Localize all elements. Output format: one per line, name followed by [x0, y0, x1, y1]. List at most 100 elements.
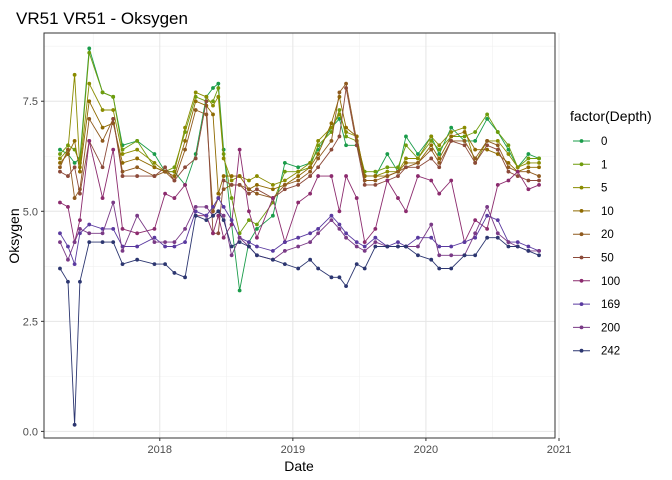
data-point	[282, 182, 287, 187]
data-point	[152, 174, 157, 178]
data-point	[495, 138, 500, 143]
data-point	[437, 147, 442, 152]
data-point	[396, 244, 400, 249]
data-point	[237, 231, 242, 236]
data-point	[344, 81, 348, 86]
data-point	[329, 125, 334, 130]
data-point	[229, 174, 234, 178]
data-point	[337, 222, 342, 227]
data-point	[506, 169, 511, 174]
data-point	[329, 174, 334, 178]
series-line	[59, 202, 539, 261]
data-point	[396, 169, 400, 174]
data-point	[316, 152, 321, 156]
data-point	[135, 213, 140, 218]
data-point	[221, 174, 226, 178]
data-point	[221, 213, 226, 218]
data-point	[416, 235, 420, 240]
data-point	[78, 169, 82, 174]
data-point	[344, 143, 348, 148]
data-point	[229, 178, 234, 183]
data-point	[221, 156, 226, 161]
data-point	[72, 72, 77, 77]
data-point	[216, 209, 221, 214]
data-point	[247, 209, 251, 214]
data-point	[344, 284, 348, 289]
data-point	[255, 191, 259, 196]
series-line	[59, 197, 540, 265]
data-point	[462, 130, 467, 134]
data-point	[329, 213, 334, 218]
data-point	[344, 235, 348, 240]
data-point	[87, 138, 92, 143]
data-point	[329, 121, 334, 126]
data-point	[429, 143, 434, 148]
data-point	[193, 204, 198, 209]
data-point	[66, 279, 70, 284]
data-point	[111, 147, 116, 152]
y-axis-title: Oksygen	[6, 208, 22, 263]
data-point	[506, 152, 511, 156]
legend-key-point	[579, 209, 584, 213]
data-point	[495, 143, 500, 148]
data-point	[396, 165, 400, 170]
data-point	[385, 169, 390, 174]
data-point	[58, 165, 62, 170]
data-point	[416, 165, 420, 170]
data-point	[526, 156, 531, 161]
data-point	[537, 249, 541, 253]
data-point	[111, 108, 116, 112]
data-point	[135, 231, 140, 236]
data-point	[462, 125, 467, 130]
data-point	[308, 231, 313, 236]
data-point	[329, 218, 334, 222]
data-point	[473, 160, 478, 165]
data-point	[362, 244, 367, 249]
data-point	[429, 134, 434, 139]
legend-title: factor(Depth)	[570, 108, 652, 124]
data-point	[152, 165, 157, 170]
data-point	[495, 218, 500, 222]
data-point	[296, 178, 301, 183]
data-point	[163, 240, 167, 245]
data-point	[87, 46, 92, 51]
data-point	[152, 262, 157, 267]
data-point	[211, 86, 215, 90]
x-tick-label: 2019	[281, 444, 305, 456]
legend-label: 169	[601, 299, 620, 311]
data-point	[72, 165, 77, 170]
data-point	[537, 165, 541, 170]
data-point	[58, 147, 62, 152]
data-point	[221, 235, 226, 240]
data-point	[237, 235, 242, 240]
data-point	[506, 178, 511, 183]
data-point	[308, 191, 313, 196]
series-line	[59, 96, 539, 195]
data-point	[526, 178, 531, 183]
data-point	[216, 191, 221, 196]
data-point	[72, 196, 77, 200]
data-point	[172, 271, 177, 275]
data-point	[211, 204, 215, 209]
data-point	[473, 130, 478, 134]
data-point	[337, 226, 342, 231]
legend: factor(Depth) 0 1 5 10 20 50 100 169 200 242	[570, 108, 652, 358]
data-point	[354, 196, 359, 200]
data-point	[255, 174, 259, 178]
data-point	[344, 231, 348, 236]
chart-title: VR51 VR51 - Oksygen	[16, 9, 188, 28]
data-point	[204, 204, 209, 209]
data-point	[237, 174, 242, 178]
legend-label: 50	[601, 253, 614, 265]
data-point	[66, 257, 70, 262]
data-point	[216, 81, 221, 86]
legend-item: 169	[573, 299, 620, 311]
data-point	[344, 125, 348, 130]
data-point	[515, 165, 520, 170]
data-point	[216, 86, 221, 90]
data-point	[362, 249, 367, 253]
data-point	[66, 174, 70, 178]
data-point	[172, 244, 177, 249]
data-point	[270, 257, 275, 262]
